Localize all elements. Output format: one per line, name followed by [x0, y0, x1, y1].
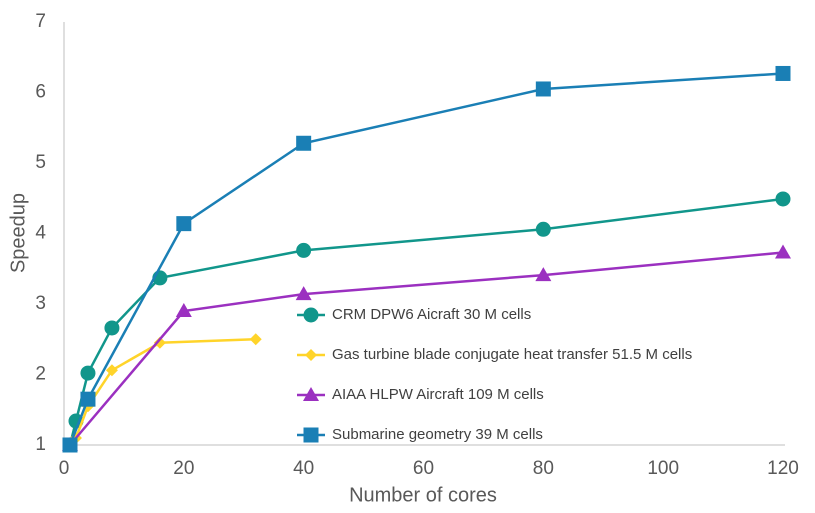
marker [775, 65, 791, 81]
x-tick-label: 0 [59, 458, 70, 479]
legend-label: CRM DPW6 Aicraft 30 M cells [332, 306, 531, 323]
marker [535, 267, 552, 282]
marker [775, 191, 791, 207]
y-tick-label: 4 [35, 223, 46, 244]
legend-marker [303, 307, 319, 323]
series-line [68, 197, 784, 446]
marker [296, 135, 312, 151]
marker [62, 437, 78, 453]
legend-label: Gas turbine blade conjugate heat transfe… [332, 346, 692, 363]
legend-label: Submarine geometry 39 M cells [332, 426, 543, 443]
marker [153, 336, 166, 349]
marker [80, 391, 96, 407]
marker [775, 244, 791, 259]
series-line [68, 72, 784, 446]
marker [535, 81, 551, 97]
y-tick-label: 3 [35, 293, 46, 314]
marker [296, 242, 312, 258]
x-axis-title: Number of cores [349, 484, 497, 506]
legend-marker [305, 349, 317, 361]
x-tick-label: 40 [293, 458, 314, 479]
marker [104, 320, 120, 336]
legend-marker [303, 427, 319, 443]
marker [105, 364, 118, 377]
marker [535, 221, 551, 237]
legend-marker [303, 387, 319, 401]
y-tick-label: 7 [35, 11, 46, 32]
marker [176, 216, 192, 232]
marker [80, 365, 96, 381]
marker [295, 286, 312, 301]
y-axis-title: Speedup [7, 193, 29, 273]
y-tick-label: 6 [35, 82, 46, 103]
legend-label: AIAA HLPW Aircraft 109 M cells [332, 386, 544, 403]
x-tick-label: 100 [647, 458, 679, 479]
marker [175, 303, 192, 318]
x-tick-label: 60 [413, 458, 434, 479]
marker [249, 333, 262, 346]
x-tick-label: 120 [767, 458, 799, 479]
x-tick-label: 20 [173, 458, 194, 479]
y-tick-label: 1 [35, 434, 46, 455]
x-tick-label: 80 [533, 458, 554, 479]
y-tick-label: 5 [35, 152, 46, 173]
y-tick-label: 2 [35, 364, 46, 385]
